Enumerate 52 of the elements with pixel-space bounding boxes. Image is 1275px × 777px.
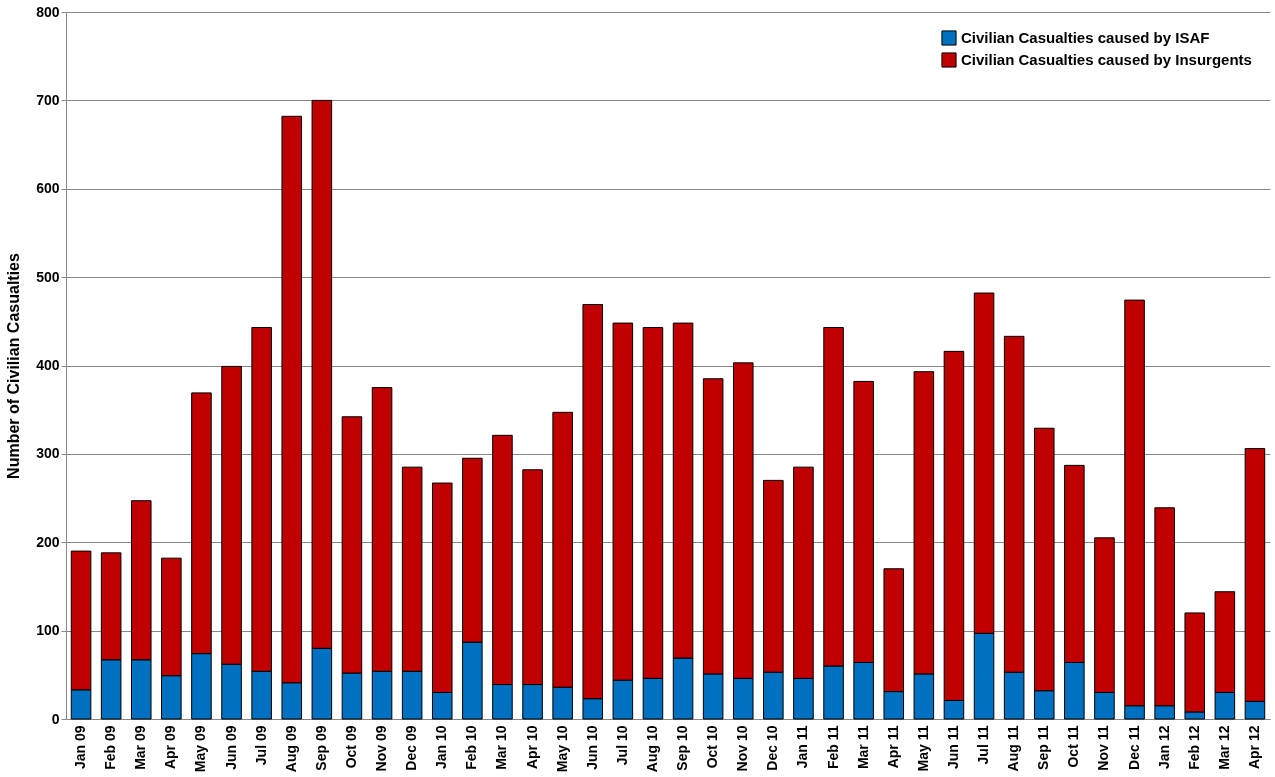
x-tick-label: Sep 10 [674, 725, 691, 771]
x-tick-label: Mar 09 [132, 725, 149, 770]
x-tick-label: Aug 09 [282, 725, 299, 773]
x-tick-label: Apr 10 [523, 725, 540, 770]
x-tick-label: Nov 11 [1095, 725, 1112, 771]
y-axis-title: Number of Civilian Casualties [5, 252, 23, 479]
y-tick-label: 500 [36, 268, 60, 285]
y-tick-label: 400 [36, 357, 60, 373]
y-tick-label: 100 [36, 622, 60, 639]
x-tick-label: Sep 11 [1035, 725, 1052, 770]
y-tick-label: 300 [36, 445, 60, 462]
x-tick-label: Oct 11 [1065, 725, 1082, 768]
x-tick-label: Jan 11 [794, 725, 811, 769]
y-tick-label: 800 [36, 3, 60, 20]
x-tick-label: May 09 [192, 725, 209, 773]
x-tick-label: Oct 09 [342, 725, 359, 769]
x-tick-label: Jul 09 [252, 725, 269, 766]
x-tick-label: Sep 09 [312, 725, 329, 771]
y-tick-label: 700 [36, 91, 60, 108]
x-tick-label: Jul 10 [613, 725, 630, 766]
x-tick-label: Mar 10 [493, 725, 510, 770]
x-tick-label: Apr 11 [884, 725, 901, 769]
x-tick-label: Oct 10 [704, 725, 721, 769]
x-tick-label: Aug 11 [1005, 725, 1022, 772]
x-tick-label: Nov 09 [373, 725, 390, 772]
x-tick-label: May 10 [553, 725, 570, 773]
x-tick-label: Nov 10 [734, 725, 751, 772]
x-tick-label: Feb 10 [463, 725, 480, 770]
x-tick-label: Mar 12 [1215, 725, 1232, 770]
x-tick-label: Dec 11 [1125, 725, 1142, 770]
legend-label: Civilian Casualties caused by Insurgents [961, 51, 1252, 68]
x-tick-label: Feb 12 [1185, 725, 1202, 770]
x-tick-label: Jan 12 [1155, 725, 1172, 770]
x-tick-label: Jan 09 [72, 725, 89, 770]
x-tick-label: Dec 09 [403, 725, 420, 771]
y-tick-label: 200 [36, 533, 60, 550]
x-tick-label: Apr 09 [162, 725, 179, 770]
x-tick-label: Jun 11 [944, 725, 961, 770]
x-tick-label: Aug 10 [643, 725, 660, 773]
x-tick-label: Apr 12 [1245, 725, 1262, 770]
y-tick-label: 0 [51, 710, 60, 727]
x-tick-label: Jan 10 [433, 725, 450, 770]
legend-label: Civilian Casualties caused by ISAF [961, 29, 1210, 46]
x-tick-label: May 11 [914, 725, 931, 772]
x-tick-label: Feb 09 [102, 725, 119, 770]
x-tick-label: Jun 10 [583, 725, 600, 770]
x-tick-label: Mar 11 [854, 725, 871, 770]
x-tick-label: Jul 11 [975, 725, 992, 765]
x-tick-label: Dec 10 [764, 725, 781, 771]
x-tick-label: Feb 11 [824, 725, 841, 770]
y-tick-label: 600 [36, 180, 60, 197]
x-tick-label: Jun 09 [222, 725, 239, 770]
